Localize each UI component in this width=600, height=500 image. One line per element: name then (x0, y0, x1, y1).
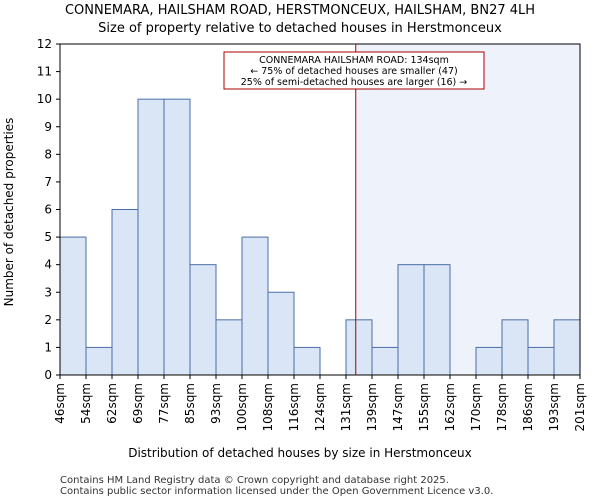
x-tick-label: 178sqm (495, 383, 509, 431)
y-tick-label: 10 (37, 92, 52, 106)
bar-69sqm (137, 98, 165, 376)
bar-147sqm (397, 264, 425, 376)
bar-85sqm (189, 264, 217, 376)
y-tick-label: 4 (44, 258, 52, 272)
x-tick-label: 139sqm (365, 383, 379, 431)
y-tick-label: 1 (44, 340, 52, 354)
x-tick-label: 108sqm (261, 383, 275, 431)
x-tick-label: 162sqm (443, 383, 457, 431)
bar-186sqm (527, 346, 555, 376)
y-tick-label: 0 (44, 368, 52, 382)
x-tick-label: 116sqm (287, 383, 301, 431)
bar-193sqm (553, 319, 581, 376)
bar-116sqm (293, 346, 321, 376)
x-tick-label: 100sqm (235, 383, 249, 431)
chart-title: CONNEMARA, HAILSHAM ROAD, HERSTMONCEUX, … (65, 3, 535, 18)
x-tick-label: 85sqm (183, 383, 197, 424)
bar-108sqm (267, 291, 295, 376)
x-tick-label: 170sqm (469, 383, 483, 431)
bar-62sqm (111, 209, 139, 376)
annotation-line-3: 25% of semi-detached houses are larger (… (241, 77, 468, 88)
annotation-line-2: ← 75% of detached houses are smaller (47… (250, 66, 457, 77)
larger-region-shade (355, 44, 580, 375)
x-tick-label: 54sqm (79, 383, 93, 424)
annotation-box: CONNEMARA HAILSHAM ROAD: 134sqm ← 75% of… (223, 51, 485, 90)
y-tick-label: 8 (44, 147, 52, 161)
bar-77sqm (163, 98, 191, 376)
bar-46sqm (59, 236, 87, 376)
bar-155sqm (423, 264, 451, 376)
y-tick-label: 3 (44, 285, 52, 299)
y-tick-label: 9 (44, 120, 52, 134)
x-tick-label: 93sqm (209, 383, 223, 424)
x-axis-label: Distribution of detached houses by size … (128, 446, 472, 460)
bar-131sqm (345, 319, 373, 376)
x-tick-label: 147sqm (391, 383, 405, 431)
x-tick-label: 131sqm (339, 383, 353, 431)
footer-line-1: Contains HM Land Registry data © Crown c… (60, 475, 449, 486)
bar-100sqm (241, 236, 269, 376)
x-tick-label: 69sqm (131, 383, 145, 424)
chart-subtitle: Size of property relative to detached ho… (98, 21, 502, 36)
x-tick-label: 77sqm (157, 383, 171, 424)
annotation-line-1: CONNEMARA HAILSHAM ROAD: 134sqm (259, 55, 449, 66)
x-tick-label: 193sqm (547, 383, 561, 431)
bar-139sqm (371, 346, 399, 376)
x-tick-label: 201sqm (573, 383, 587, 431)
x-tick-label: 62sqm (105, 383, 119, 424)
x-tick-label: 46sqm (53, 383, 67, 424)
bar-178sqm (501, 319, 529, 376)
y-tick-label: 5 (44, 230, 52, 244)
x-tick-label: 124sqm (313, 383, 327, 431)
y-tick-label: 7 (44, 175, 52, 189)
bar-170sqm (475, 346, 503, 376)
y-tick-label: 6 (44, 203, 52, 217)
x-tick-label: 186sqm (521, 383, 535, 431)
x-tick-label: 155sqm (417, 383, 431, 431)
y-tick-label: 2 (44, 313, 52, 327)
y-tick-label: 11 (37, 65, 52, 79)
y-tick-label: 12 (37, 37, 52, 51)
bar-93sqm (215, 319, 243, 376)
y-axis-label: Number of detached properties (2, 118, 16, 307)
footer-line-2: Contains public sector information licen… (60, 486, 493, 497)
bar-54sqm (85, 346, 113, 376)
